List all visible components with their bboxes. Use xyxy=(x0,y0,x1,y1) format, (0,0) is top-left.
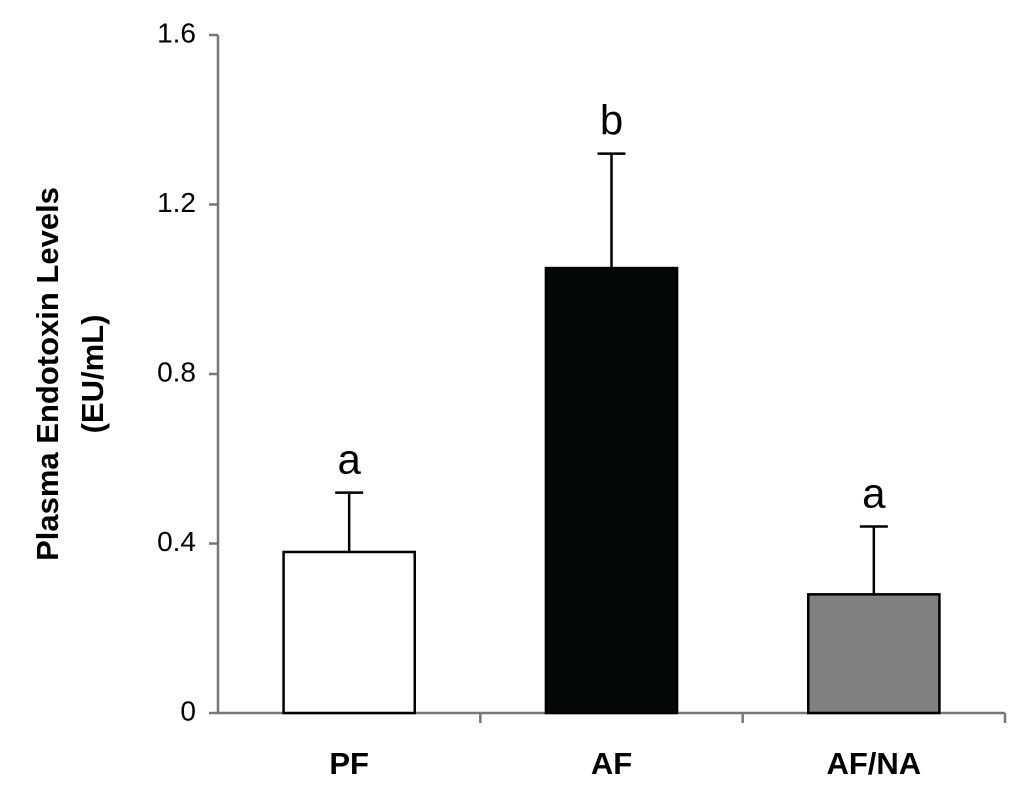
y-tick-label: 0 xyxy=(180,695,196,726)
bar xyxy=(807,593,941,715)
significance-letter: a xyxy=(337,436,361,483)
x-tick-label: AF/NA xyxy=(826,746,921,781)
y-tick-label: 1.6 xyxy=(157,17,196,48)
y-tick-label: 1.2 xyxy=(157,187,196,218)
y-axis-label: (EU/mL) xyxy=(75,315,110,434)
bar xyxy=(544,266,679,715)
y-tick-label: 0.4 xyxy=(157,526,196,557)
x-tick-label: PF xyxy=(329,746,369,781)
y-axis-label: Plasma Endotoxin Levels xyxy=(30,187,65,561)
bar xyxy=(282,550,417,715)
y-tick-label: 0.8 xyxy=(157,356,196,387)
significance-letter: b xyxy=(600,97,623,144)
significance-letter: a xyxy=(862,470,886,517)
x-tick-label: AF xyxy=(591,746,632,781)
